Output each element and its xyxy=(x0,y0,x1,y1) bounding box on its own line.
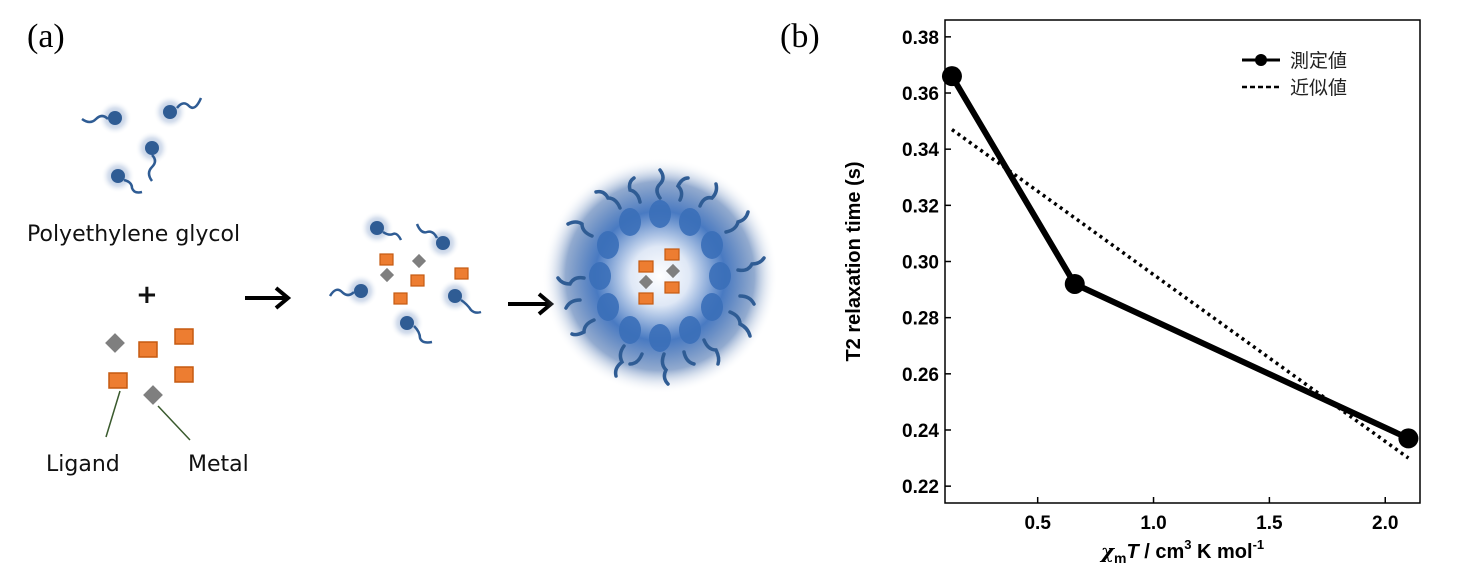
ligand-square xyxy=(410,274,425,287)
metal-diamond xyxy=(411,253,427,269)
x-axis-title-superscript: -1 xyxy=(1253,537,1265,552)
y-tick-label: 0.38 xyxy=(902,28,939,49)
ligand-square xyxy=(638,292,654,305)
y-tick-label: 0.24 xyxy=(902,421,939,442)
y-tick-label: 0.30 xyxy=(902,253,939,274)
synthesis-scheme xyxy=(81,95,778,441)
metal-diamond xyxy=(143,385,163,405)
ligand-square xyxy=(638,260,654,273)
metal-label: Metal xyxy=(188,452,249,477)
metal-diamond xyxy=(105,333,125,353)
panel-label-a: (a) xyxy=(27,18,65,55)
ligand-square xyxy=(174,328,194,345)
ligand-square xyxy=(108,372,128,389)
metal-diamond xyxy=(379,267,395,283)
x-axis-title-T: T xyxy=(1126,541,1140,563)
peg-chain xyxy=(135,131,169,182)
metal-leader-line xyxy=(157,405,191,441)
peg-chain xyxy=(415,223,460,260)
data-point xyxy=(941,66,962,87)
x-axis-title-subscript: m xyxy=(1114,550,1126,566)
y-tick-label: 0.28 xyxy=(902,309,939,330)
x-tick-label: 1.5 xyxy=(1256,513,1283,534)
x-tick-label: 2.0 xyxy=(1372,513,1398,534)
x-tick-label: 1.0 xyxy=(1140,513,1166,534)
x-axis-title-units: / cm xyxy=(1139,541,1185,563)
peg-chain xyxy=(360,211,403,245)
plot-frame xyxy=(944,19,1421,504)
data-point xyxy=(1064,273,1085,294)
ligand-square xyxy=(174,366,194,383)
y-tick-label: 0.34 xyxy=(902,140,939,161)
ligand-square xyxy=(379,253,394,266)
ligand-square xyxy=(454,267,469,280)
peg-chain xyxy=(390,306,433,344)
series-line-measured xyxy=(949,74,1410,442)
peg-chain xyxy=(153,95,203,129)
y-tick-label: 0.36 xyxy=(902,84,939,105)
legend-marker xyxy=(1255,54,1267,66)
ligand-label: Ligand xyxy=(46,452,120,477)
peg-chain xyxy=(81,101,132,135)
ligand-square xyxy=(138,341,158,358)
arrow-icon xyxy=(245,286,292,310)
x-axis-title-symbol: χ xyxy=(1099,539,1116,563)
x-axis-title-superscript-3: 3 xyxy=(1184,537,1191,552)
ligand-square xyxy=(393,292,408,305)
micelle xyxy=(542,158,778,394)
x-axis-title: χmT / cm3 K mol-1 xyxy=(1099,537,1264,566)
legend-label: 近似値 xyxy=(1290,77,1347,99)
data-point xyxy=(1398,428,1419,449)
peg-label: Polyethylene glycol xyxy=(27,222,241,247)
legend-label: 測定値 xyxy=(1290,50,1347,72)
plus-sign: + xyxy=(136,280,158,310)
panel-label-b: (b) xyxy=(780,18,820,55)
metal-diamond xyxy=(665,263,681,279)
ligand-square xyxy=(664,248,680,261)
y-tick-label: 0.32 xyxy=(902,196,939,217)
y-tick-label: 0.26 xyxy=(902,365,939,386)
y-tick-label: 0.22 xyxy=(902,477,939,498)
x-tick-label: 0.5 xyxy=(1024,513,1051,534)
y-axis-title: T2 relaxation time (s) xyxy=(843,161,865,361)
ligand-leader-line xyxy=(105,390,121,438)
ligand-square xyxy=(664,281,680,294)
metal-diamond xyxy=(638,274,654,290)
peg-chain xyxy=(101,159,143,194)
peg-chain xyxy=(328,274,378,308)
x-axis-title-units-mid: K mol xyxy=(1191,541,1252,563)
peg-chain xyxy=(438,279,482,314)
series-line-fit xyxy=(950,128,1410,460)
